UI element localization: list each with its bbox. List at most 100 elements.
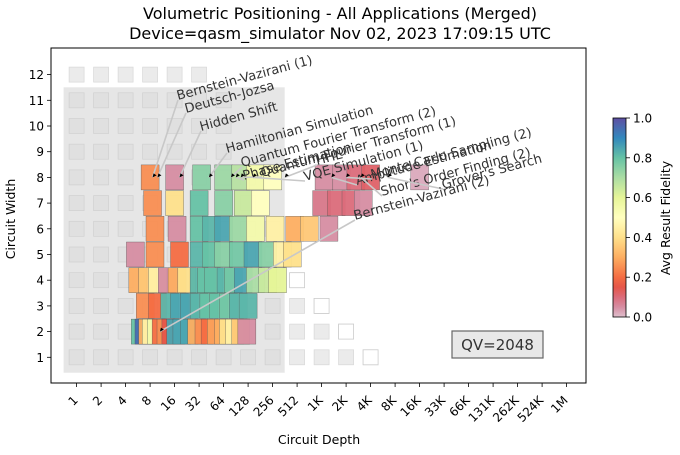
colorbar-label: Avg Result Fidelity xyxy=(658,160,673,275)
background-cell xyxy=(118,93,133,108)
x-tick-label: 262K xyxy=(490,392,522,424)
data-cell xyxy=(171,242,189,267)
background-cell xyxy=(94,144,109,159)
background-cell xyxy=(265,324,280,339)
background-cell xyxy=(69,67,84,82)
background-cell xyxy=(94,221,109,236)
data-cell xyxy=(246,216,264,241)
background-cell xyxy=(290,324,305,339)
x-tick-label: 524K xyxy=(515,392,547,424)
x-axis-label: Circuit Depth xyxy=(278,432,360,447)
data-cell xyxy=(251,191,269,216)
data-cell xyxy=(320,216,338,241)
background-cell xyxy=(94,67,109,82)
colorbar-tick-label: 0.0 xyxy=(633,311,652,325)
background-cell xyxy=(192,67,207,82)
background-cell xyxy=(143,144,158,159)
data-cell xyxy=(193,165,211,190)
qv-label: QV=2048 xyxy=(461,336,534,354)
y-tick-label: 6 xyxy=(36,222,44,236)
x-tick-label: 4K xyxy=(354,392,376,414)
x-tick-label: 1M xyxy=(548,393,571,416)
background-cell xyxy=(94,170,109,185)
x-tick-label: 16 xyxy=(158,393,179,414)
y-axis-label: Circuit Width xyxy=(3,179,18,260)
background-cell xyxy=(69,350,84,365)
background-cell xyxy=(69,170,84,185)
background-cell xyxy=(290,298,305,313)
data-cell xyxy=(215,165,233,190)
colorbar-tick-label: 0.4 xyxy=(633,231,652,245)
colorbar-tick-label: 0.6 xyxy=(633,191,652,205)
background-cell xyxy=(118,298,133,313)
x-tick-label: 256 xyxy=(251,393,277,419)
data-cell xyxy=(190,191,208,216)
data-cell xyxy=(266,216,284,241)
background-cell xyxy=(118,196,133,211)
y-tick-label: 4 xyxy=(36,274,44,288)
colorbar-tick-label: 0.2 xyxy=(633,271,652,285)
chart-subtitle: Device=qasm_simulator Nov 02, 2023 17:09… xyxy=(129,24,551,44)
background-cell xyxy=(143,350,158,365)
background-cell xyxy=(314,350,329,365)
background-cell xyxy=(143,93,158,108)
data-cell xyxy=(146,242,164,267)
x-tick-label: 128 xyxy=(226,393,252,419)
colorbar: 0.00.20.40.60.81.0 xyxy=(613,112,652,325)
background-cell xyxy=(167,67,182,82)
y-tick-label: 11 xyxy=(29,94,44,108)
data-cell xyxy=(269,268,287,293)
background-cell xyxy=(265,298,280,313)
data-cell xyxy=(168,216,186,241)
background-cell xyxy=(94,273,109,288)
background-cell xyxy=(314,324,329,339)
x-tick-label: 4 xyxy=(114,393,129,408)
background-cell xyxy=(94,93,109,108)
background-cell xyxy=(69,144,84,159)
data-cell xyxy=(141,165,159,190)
colorbar-tick-label: 1.0 xyxy=(633,112,652,126)
background-cell xyxy=(241,350,256,365)
chart-title: Volumetric Positioning - All Application… xyxy=(143,4,537,23)
background-cell xyxy=(118,170,133,185)
x-tick-label: 2K xyxy=(329,392,351,414)
x-tick-label: 1 xyxy=(65,393,80,408)
y-tick-label: 3 xyxy=(36,299,44,313)
background-cell xyxy=(118,221,133,236)
background-cell xyxy=(69,324,84,339)
background-cell-outline xyxy=(363,350,378,365)
background-cell xyxy=(69,119,84,134)
data-cell xyxy=(239,293,257,318)
background-cell xyxy=(94,298,109,313)
background-cell xyxy=(69,298,84,313)
x-tick-label: 32 xyxy=(183,393,204,414)
background-cell xyxy=(69,273,84,288)
x-tick-label: 33K xyxy=(422,392,449,419)
data-cell xyxy=(166,191,184,216)
y-tick-label: 8 xyxy=(36,171,44,185)
data-cell xyxy=(229,216,247,241)
y-tick-label: 9 xyxy=(36,145,44,159)
background-cell xyxy=(69,247,84,262)
background-cell xyxy=(94,119,109,134)
colorbar-bar xyxy=(613,118,626,317)
x-tick-label: 64 xyxy=(207,393,228,414)
background-cell xyxy=(94,247,109,262)
background-cell-outline xyxy=(314,298,329,313)
background-cell xyxy=(143,67,158,82)
plot-area: Bernstein-Vazirani (1)Deutsch-JozsaHidde… xyxy=(29,48,586,425)
x-tick-label: 2 xyxy=(90,393,105,408)
background-cell xyxy=(118,119,133,134)
background-cell-outline xyxy=(290,273,305,288)
data-cell xyxy=(238,319,256,344)
background-cell xyxy=(118,67,133,82)
x-tick-label: 8K xyxy=(378,392,400,414)
x-tick-label: 512 xyxy=(275,393,301,419)
background-cell xyxy=(290,350,305,365)
data-cell xyxy=(234,191,252,216)
background-cell xyxy=(118,350,133,365)
background-cell xyxy=(143,119,158,134)
data-cell xyxy=(283,242,301,267)
background-cell xyxy=(118,324,133,339)
